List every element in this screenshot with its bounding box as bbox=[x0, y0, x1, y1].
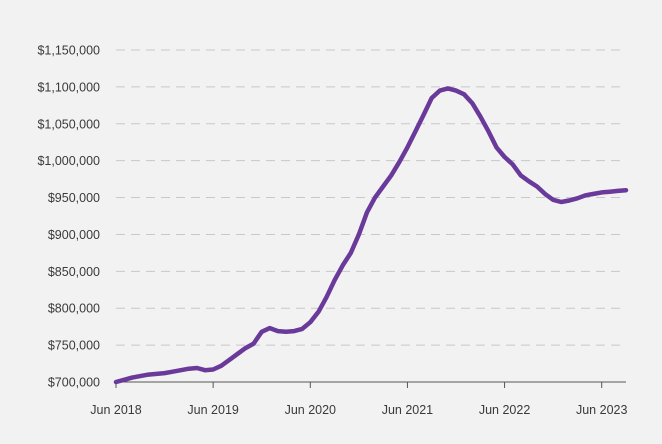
y-tick-label: $800,000 bbox=[48, 302, 100, 316]
y-tick-label: $950,000 bbox=[48, 191, 100, 205]
x-axis bbox=[115, 381, 626, 388]
y-tick-label: $900,000 bbox=[48, 228, 100, 242]
x-tick-label: Jun 2018 bbox=[90, 403, 141, 417]
y-tick-label: $1,000,000 bbox=[37, 154, 100, 168]
y-axis-labels: $700,000 $750,000 $800,000 $850,000 $900,000… bbox=[37, 44, 100, 390]
series-layer bbox=[113, 86, 629, 385]
x-tick-label: Jun 2020 bbox=[285, 403, 336, 417]
series-line bbox=[113, 86, 629, 385]
y-tick-label: $700,000 bbox=[48, 376, 100, 390]
x-tick-label: Jun 2023 bbox=[576, 403, 627, 417]
x-tick-label: Jun 2019 bbox=[187, 403, 238, 417]
y-tick-label: $1,100,000 bbox=[37, 80, 100, 94]
gridlines bbox=[116, 49, 626, 346]
y-tick-label: $750,000 bbox=[48, 339, 100, 353]
x-tick-label: Jun 2021 bbox=[382, 403, 433, 417]
x-axis-labels: Jun 2018 Jun 2019 Jun 2020 Jun 2021 Jun 2022… bbox=[90, 403, 627, 417]
y-tick-label: $850,000 bbox=[48, 265, 100, 279]
y-tick-label: $1,150,000 bbox=[37, 44, 100, 58]
x-tick-label: Jun 2022 bbox=[479, 403, 530, 417]
y-tick-label: $1,050,000 bbox=[37, 117, 100, 131]
